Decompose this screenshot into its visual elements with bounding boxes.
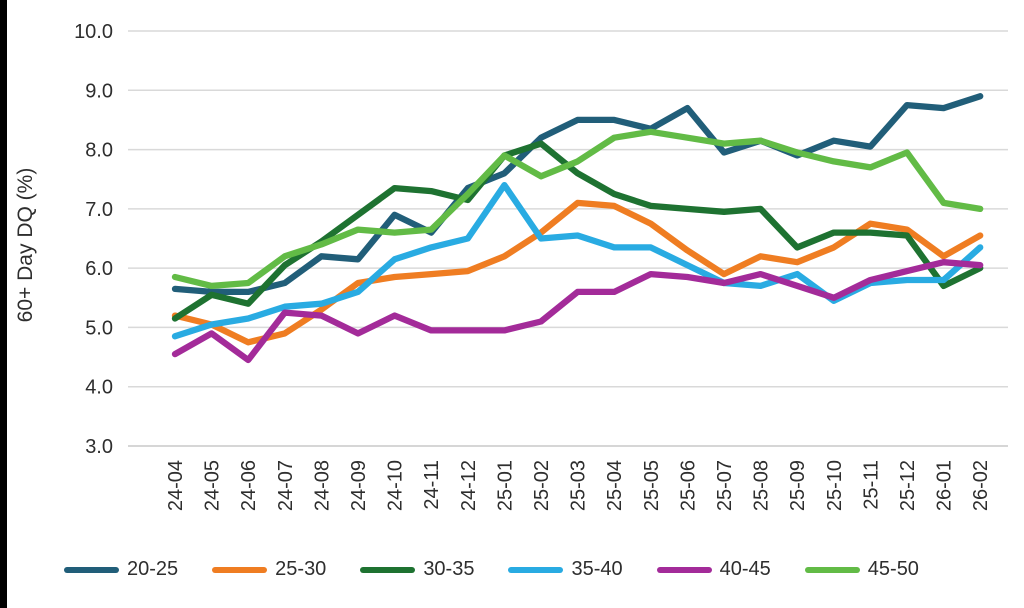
window-left-edge <box>0 0 7 608</box>
y-tick-label: 8.0 <box>85 140 113 162</box>
x-tick-label: 24-10 <box>385 460 407 511</box>
legend-label: 35-40 <box>571 558 623 580</box>
x-axis-tick-labels: 24-04 24-05 24-06 24-07 24-08 24-09 24-10 24-11… <box>165 460 992 511</box>
x-tick-label: 25-01 <box>494 460 516 511</box>
x-tick-label: 24-07 <box>275 460 297 511</box>
x-tick-label: 24-06 <box>238 460 260 511</box>
x-tick-label: 25-02 <box>531 460 553 511</box>
y-axis-tick-labels: 10.0 9.0 8.0 7.0 6.0 5.0 4.0 3.0 <box>74 21 113 458</box>
legend-label: 20-25 <box>127 558 179 580</box>
series-line-45-50 <box>171 128 984 290</box>
legend-line-swatch <box>804 566 860 573</box>
x-tick-label: 25-10 <box>824 460 846 511</box>
y-tick-label: 4.0 <box>85 377 113 399</box>
x-tick-label: 24-05 <box>202 460 224 511</box>
legend-line-swatch <box>64 566 119 573</box>
y-tick-label: 6.0 <box>85 258 113 280</box>
series-lines <box>171 93 984 364</box>
x-tick-label: 25-06 <box>677 460 699 511</box>
y-tick-label: 7.0 <box>85 199 113 221</box>
x-tick-label: 24-04 <box>165 460 187 511</box>
x-tick-label: 24-11 <box>421 460 443 510</box>
legend-line-swatch <box>656 566 712 573</box>
x-tick-label: 26-01 <box>934 460 956 511</box>
legend-item-30-35: 30-35 <box>360 558 474 581</box>
chart-plot-area: 10.09.08.07.06.05.04.03.0 24-04 24-05 24-0… <box>14 21 1008 511</box>
legend-item-35-40: 35-40 <box>508 558 623 581</box>
x-tick-label: 24-09 <box>348 460 370 511</box>
x-tick-label: 25-05 <box>641 460 663 511</box>
y-axis-title: 60+ Day DQ (%) <box>14 168 37 323</box>
series-line-20-25 <box>171 93 984 296</box>
x-tick-label: 25-09 <box>787 460 809 511</box>
legend-item-45-50: 45-50 <box>804 558 919 581</box>
series-line-40-45 <box>171 259 984 364</box>
x-tick-label: 25-07 <box>714 460 736 511</box>
x-tick-label: 25-04 <box>604 460 626 511</box>
legend-item-20-25: 20-25 <box>64 558 178 581</box>
x-tick-label: 25-12 <box>897 460 919 511</box>
y-tick-label: 10.0 <box>74 21 113 43</box>
y-tick-label: 5.0 <box>85 317 113 339</box>
x-tick-label: 26-02 <box>970 460 992 511</box>
x-tick-label: 24-08 <box>311 460 333 511</box>
x-tick-label: 25-08 <box>751 460 773 511</box>
x-tick-label: 24-12 <box>458 460 480 511</box>
x-tick-label: 25-03 <box>568 460 590 511</box>
legend-line-swatch <box>360 566 416 573</box>
chart-legend: 20-25 25-30 30-35 35-40 40-45 45-50 <box>64 558 1014 581</box>
legend-label: 25-30 <box>275 558 327 580</box>
legend-item-40-45: 40-45 <box>656 558 771 581</box>
x-tick-label: 25-11 <box>860 460 882 510</box>
legend-label: 30-35 <box>423 558 475 580</box>
y-tick-label: 9.0 <box>85 80 113 102</box>
y-tick-label: 3.0 <box>85 436 113 458</box>
legend-label: 40-45 <box>719 558 771 580</box>
legend-line-swatch <box>212 566 268 573</box>
legend-line-swatch <box>508 566 564 573</box>
legend-label: 45-50 <box>867 558 919 580</box>
legend-item-25-30: 25-30 <box>212 558 326 581</box>
